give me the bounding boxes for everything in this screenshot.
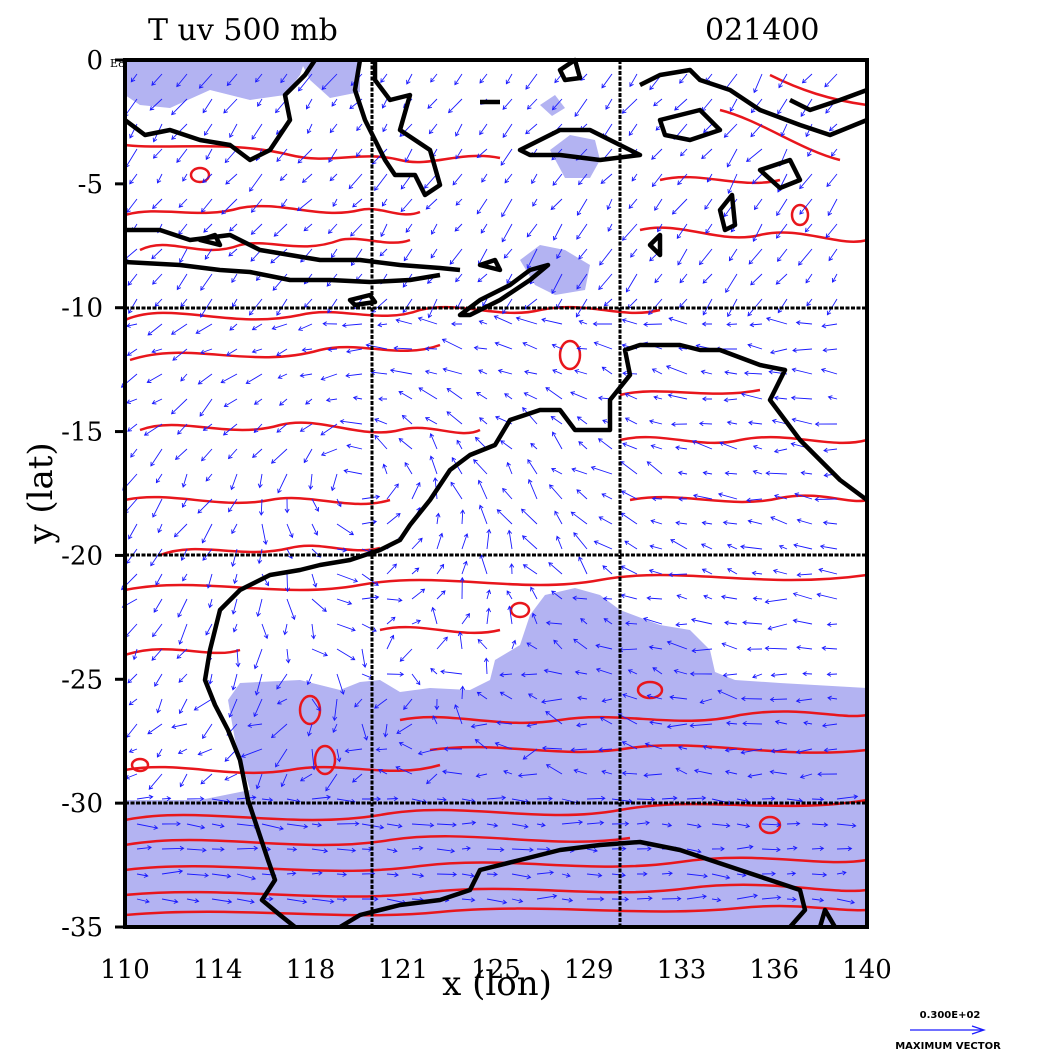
coastline-java [125, 227, 461, 273]
contour-line [129, 343, 441, 362]
contour-line [659, 175, 781, 185]
corner-exponent-label: E8 [110, 57, 125, 70]
coastline-island-8 [657, 107, 723, 143]
contour-line [619, 388, 761, 397]
coastline-island-5 [347, 292, 378, 308]
y-axis-label: y (lat) [21, 442, 61, 544]
coastline-australia [202, 342, 869, 929]
contour-line [124, 648, 241, 657]
contour-line [399, 710, 868, 725]
x-tick-label: 121 [378, 955, 428, 985]
contour-line [629, 494, 868, 504]
y-tick-label: -10 [61, 294, 103, 324]
legend-caption: MAXIMUM VECTOR [895, 1041, 1001, 1052]
y-tick-label: -30 [61, 789, 103, 819]
coastline-timor [457, 262, 551, 318]
coastline-island-2 [717, 192, 738, 233]
y-tick-label: -5 [78, 170, 103, 200]
contour-cell [558, 339, 582, 371]
plot-frame [123, 58, 869, 929]
x-tick-label: 140 [842, 955, 892, 985]
temperature-contours [124, 73, 868, 917]
coastline-sulawesi [517, 127, 643, 163]
contour-line [124, 856, 868, 873]
contour-line [159, 544, 381, 557]
contour-line [619, 435, 868, 445]
wind-vector-arrows [120, 73, 859, 905]
y-tick-label: -20 [61, 541, 103, 571]
x-tick-label: 133 [657, 955, 707, 985]
coastline-island-3 [647, 232, 663, 258]
x-tick-label: 125 [471, 955, 521, 985]
coastline-island-6 [197, 232, 223, 248]
contour-cell [130, 757, 150, 773]
y-tick-label: 0 [86, 46, 103, 76]
contour-cell [509, 601, 531, 619]
contour-cell [790, 203, 810, 227]
wind-vectors [120, 73, 859, 905]
coastline-nw-landmass [123, 58, 317, 163]
contour-line [124, 143, 501, 164]
contour-cell [189, 166, 211, 184]
contour-line [124, 835, 631, 847]
map-timestamp: 021400 [705, 13, 820, 48]
y-tick-label: -15 [61, 418, 103, 448]
coastline-south [338, 839, 808, 929]
plot-area [120, 57, 869, 929]
contour-line [124, 798, 868, 822]
y-tick-labels: 0 -5 -10 -15 -20 -25 -30 -35 [61, 46, 125, 943]
x-tick-label: 118 [286, 955, 336, 985]
coastline-borneo [352, 59, 443, 198]
coastline-island-1 [477, 257, 503, 273]
contour-line [124, 495, 391, 506]
x-tick-label: 136 [749, 955, 799, 985]
coastline-sw-corner [817, 907, 837, 929]
vector-legend: 0.300E+02 MAXIMUM VECTOR [895, 1010, 1001, 1052]
legend-arrow-icon [971, 1025, 986, 1035]
contour-cell [313, 744, 337, 776]
coastline-island-4 [557, 57, 583, 83]
contour-line [124, 204, 421, 217]
y-tick-label: -25 [61, 665, 103, 695]
y-tick-label: -35 [61, 913, 103, 943]
x-axis-label: x (lon) [442, 964, 552, 1004]
contour-line [139, 237, 411, 252]
legend-max-value: 0.300E+02 [920, 1010, 981, 1021]
coastline-island-9 [757, 157, 803, 191]
shaded-region-nw [125, 60, 305, 108]
contour-line [124, 904, 868, 917]
shaded-region-north-mid [300, 60, 360, 98]
x-tick-label: 114 [193, 955, 243, 985]
x-tick-label: 110 [100, 955, 150, 985]
x-tick-labels: 110 114 118 121 125 129 133 136 140 [100, 955, 892, 985]
contour-line [769, 73, 868, 107]
contour-line [719, 108, 841, 162]
lat-lon-grid [125, 60, 867, 927]
contour-line [124, 763, 441, 775]
coastline-new-guinea-2 [788, 87, 868, 113]
coastline-new-guinea [638, 67, 868, 138]
shaded-region-island [520, 245, 590, 295]
contour-line [379, 625, 501, 635]
coastlines [123, 57, 869, 929]
x-tick-label: 129 [564, 955, 614, 985]
map-title: T uv 500 mb [148, 13, 338, 48]
shaded-region-small [540, 95, 565, 116]
contour-line [639, 226, 868, 243]
contour-line [429, 744, 868, 754]
contour-line [139, 421, 481, 435]
coastline-java-south [124, 259, 441, 285]
